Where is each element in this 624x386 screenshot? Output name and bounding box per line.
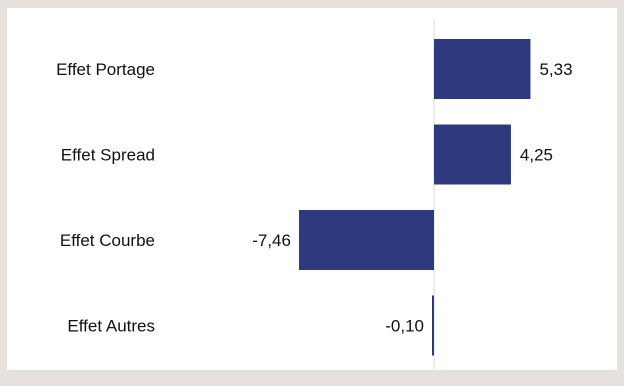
bar-effet-courbe [298,210,434,270]
category-label-effet-autres: Effet Autres [67,317,155,336]
bar-chart: Effet Portage Effet Spread Effet Courbe Eff… [56,20,573,370]
category-label-effet-portage: Effet Portage [56,60,155,79]
category-label-effet-spread: Effet Spread [61,146,155,165]
bar-effet-portage [434,39,531,99]
bars-group [298,39,531,356]
chart-frame: Effet Portage Effet Spread Effet Courbe Eff… [7,8,617,370]
bar-effet-spread [434,124,511,185]
category-labels: Effet Portage Effet Spread Effet Courbe Eff… [56,60,155,336]
value-labels: 5,33 4,25 -7,46 -0,10 [252,60,572,336]
bar-effet-autres [432,295,434,356]
value-label-effet-courbe: -7,46 [252,231,291,250]
category-label-effet-courbe: Effet Courbe [60,231,155,250]
value-label-effet-portage: 5,33 [539,60,572,79]
value-label-effet-spread: 4,25 [520,146,553,165]
value-label-effet-autres: -0,10 [385,317,424,336]
